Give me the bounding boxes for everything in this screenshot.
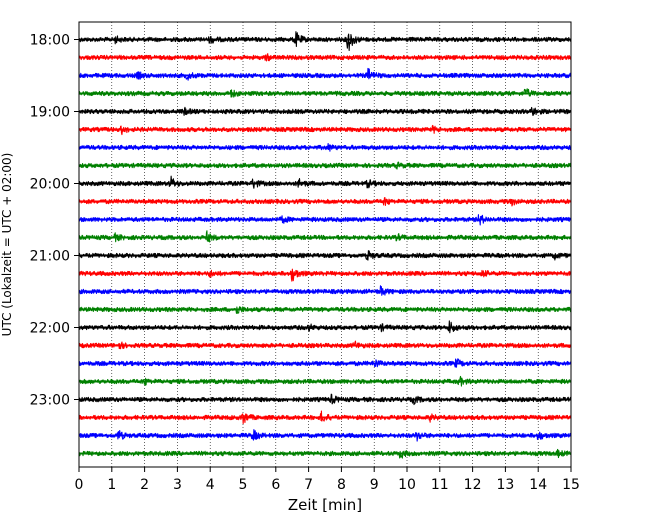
y-tick-label: 19:00 [30,105,70,121]
x-axis-label: Zeit [min] [288,496,362,514]
trace-2115 [78,268,572,282]
trace-2015 [78,197,572,207]
y-tick-label: 22:00 [30,321,70,337]
x-tick-label: 11 [431,477,449,493]
trace-2045 [78,230,572,243]
y-axis-ticks: 18:00 19:00 20:00 21:00 22:00 23:00 [30,33,79,409]
y-tick-label: 20:00 [30,177,70,193]
x-tick-label: 6 [271,477,280,493]
y-tick-label: 18:00 [30,33,70,49]
x-axis-ticks: 0 1 2 3 4 5 6 7 8 9 10 11 12 13 14 15 [75,467,580,493]
x-tick-label: 8 [337,477,346,493]
x-tick-label: 7 [304,477,313,493]
x-tick-label: 12 [464,477,482,493]
x-tick-label: 15 [562,477,580,493]
x-tick-label: 10 [398,477,416,493]
y-axis-label: UTC (Lokalzeit = UTC + 02:00) [0,153,14,337]
y-tick-label: 21:00 [30,249,70,265]
y-tick-label: 23:00 [30,393,70,409]
x-tick-label: 2 [140,477,149,493]
x-tick-label: 1 [107,477,116,493]
trace-1800 [78,31,572,52]
x-tick-label: 3 [173,477,182,493]
x-tick-label: 5 [239,477,248,493]
trace-2130 [78,285,572,296]
plot-frame [78,21,572,468]
x-tick-label: 13 [496,477,514,493]
trace-2000 [78,175,572,189]
grid-lines [111,22,539,467]
seismogram-traces [78,31,572,459]
x-tick-label: 9 [370,477,379,493]
x-tick-label: 14 [529,477,547,493]
x-tick-label: 0 [75,477,84,493]
trace-1830 [78,67,572,81]
x-tick-label: 4 [206,477,215,493]
